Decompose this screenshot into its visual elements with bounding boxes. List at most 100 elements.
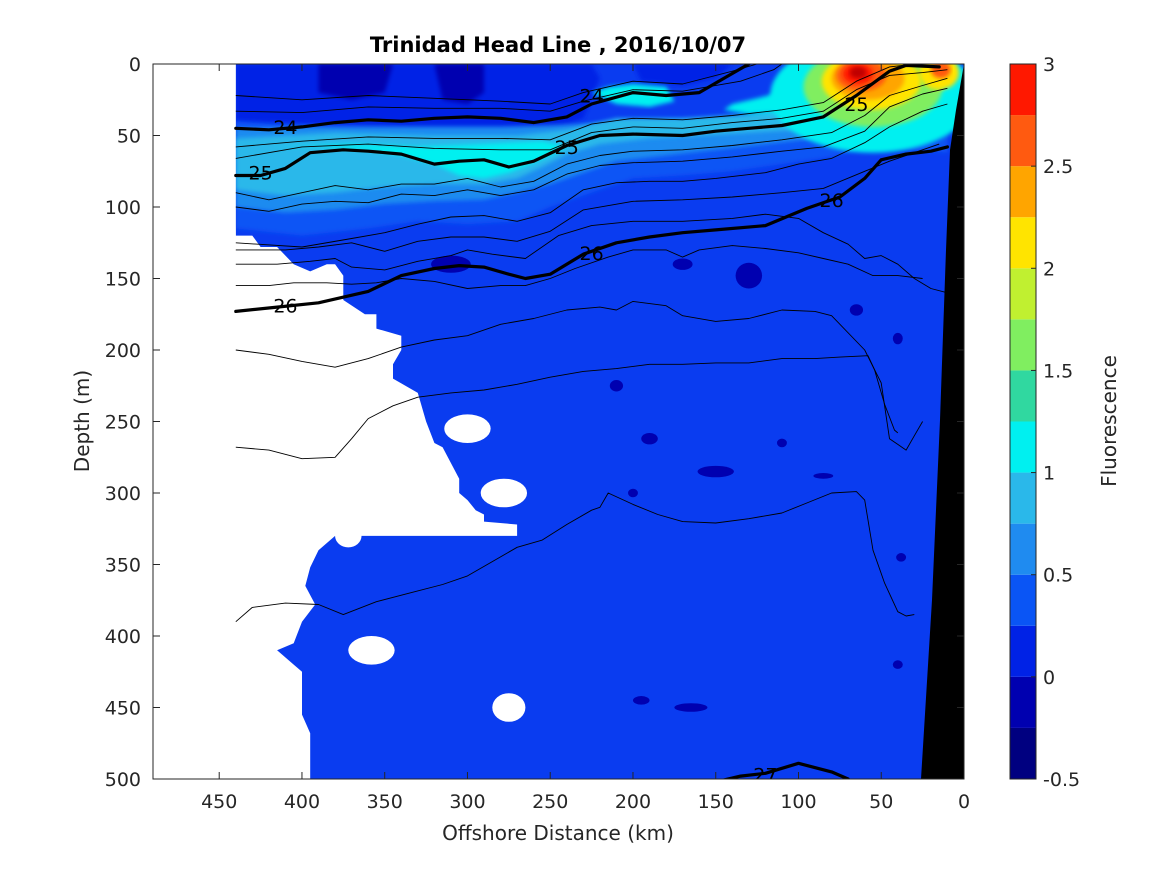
field-patch [672,258,693,270]
thin-contour [235,64,915,148]
x-tick-label: 0 [958,791,970,813]
y-tick-label: 400 [105,626,141,648]
isopycnal-label-text: 27 [753,765,777,787]
isopycnal-label-text: 25 [844,94,868,116]
field-region [318,64,393,100]
colorbar-tick-label: 1.5 [1043,360,1073,382]
isopycnal-lines: 24 24 25 25 25 26 26 26 27 [234,64,949,787]
no-data-hole [480,478,528,508]
isopycnal-label: 27 [753,765,777,787]
isopycnal-label: 26 [819,190,843,212]
colorbar-swatch [1010,421,1036,473]
field-region [591,84,675,107]
no-data-hole [335,524,362,548]
isopycnal-label-text: 24 [273,117,297,139]
y-tick-label: 50 [117,126,141,148]
x-tick-label: 200 [615,791,651,813]
colorbar-tick-label: 0 [1043,667,1055,689]
colorbar-tick-label: 0.5 [1043,565,1073,587]
thin-contour [235,87,948,212]
field-hotspot [849,66,867,79]
thin-contour [235,64,783,114]
colorbar-tick-label: 1 [1043,463,1055,485]
field-patch [892,660,903,669]
isopycnal-label: 25 [555,137,579,159]
colorbar-swatch [1010,319,1036,371]
colorbar-swatch [1010,676,1036,728]
isopycnal-27 [721,761,850,779]
isopycnal-label-text: 24 [580,85,604,107]
colorbar-swatch [1010,574,1036,626]
isopycnal-25 [234,64,941,178]
y-tick-label: 500 [105,769,141,791]
colorbar-swatch [1010,370,1036,422]
thin-contour [235,77,948,201]
isopycnal-label-text: 26 [819,190,843,212]
colorbar-label: Fluorescence [1097,355,1121,487]
thin-contour [235,355,899,460]
y-axis: 0 50 100 150 200 250 300 350 400 450 500 [105,54,964,791]
y-tick-label: 0 [129,54,141,76]
field-region [235,78,931,196]
isopycnal-label-text: 25 [555,137,579,159]
field-patch [632,696,650,705]
x-axis-label: Offshore Distance (km) [442,821,674,845]
field-patch [896,553,907,562]
isopycnal-24 [234,64,751,132]
thin-contour [235,245,923,289]
y-tick-label: 300 [105,483,141,505]
isopycnal-label: 25 [844,94,868,116]
field-patch [628,488,638,498]
colorbar-tick-label: 2.5 [1043,156,1073,178]
isopycnal-label-text: 25 [248,163,272,185]
colorbar-swatch [1010,625,1036,677]
field-patch [697,465,734,478]
y-tick-label: 250 [105,412,141,434]
colorbar: -0.5 0 0.5 1 1.5 2 2.5 3 [1009,54,1080,791]
field-patch [609,380,624,392]
thin-contour [235,103,948,248]
no-data-hole [244,491,278,509]
colorbar-swatch [1010,523,1036,575]
x-tick-label: 400 [284,791,320,813]
colorbar-swatch [1010,727,1036,779]
field-patch [813,472,834,479]
isopycnal-label-text: 26 [580,243,604,265]
field-patch [641,432,658,445]
x-tick-label: 50 [869,791,893,813]
isopycnal-label: 26 [580,243,604,265]
no-data-hole [444,414,491,443]
isopycnal-label: 24 [580,85,604,107]
y-tick-label: 100 [105,197,141,219]
field-region [434,64,484,104]
thin-contour [235,300,923,451]
isopycnal-label: 26 [273,296,297,318]
field-patch [735,262,763,289]
no-data-region [153,64,518,779]
thin-contour [235,491,915,623]
y-tick-label: 350 [105,555,141,577]
colorbar-swatch [1010,472,1036,524]
isopycnal-26 [234,145,949,313]
field-patch [674,703,708,712]
field-patch [849,304,864,316]
seafloor-bathymetry [921,64,964,779]
colorbar-tick-label: 2 [1043,258,1055,280]
thin-contour [235,143,940,252]
no-data-hole [492,693,526,722]
x-tick-label: 450 [201,791,237,813]
x-tick-label: 100 [780,791,816,813]
no-data-mask [153,64,528,779]
x-tick-label: 150 [698,791,734,813]
no-data-hole [348,636,395,665]
x-tick-label: 300 [449,791,485,813]
x-axis: 450 400 350 300 250 200 150 100 50 0 [201,64,970,813]
thin-contour [235,213,948,294]
isopycnal-label: 25 [248,163,272,185]
colorbar-swatch [1010,268,1036,320]
plot-area: 24 24 25 25 25 26 26 26 27 [153,64,964,787]
colorbar-tick-label: 3 [1043,54,1055,76]
field-region [633,64,733,86]
y-tick-label: 200 [105,340,141,362]
